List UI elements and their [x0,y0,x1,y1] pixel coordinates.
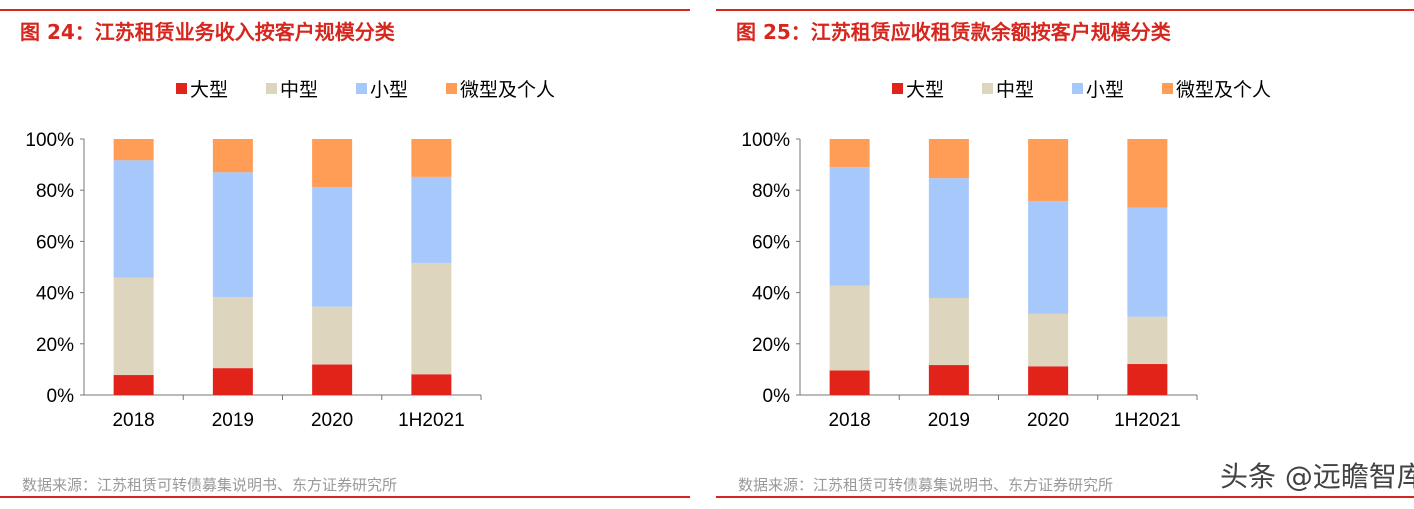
x-tick-label: 2018 [828,410,870,431]
top-divider [716,9,1414,11]
bar-segment [411,262,452,375]
legend-swatch [892,83,903,94]
watermark: 头条 @远瞻智库 [1220,460,1414,493]
legend-label: 小型 [1086,79,1124,101]
y-tick-label: 20% [36,335,74,356]
bar-segment [411,374,452,395]
x-tick-label: 2019 [928,410,970,431]
bar-segment [928,139,969,179]
bottom-divider [0,496,690,498]
stacked-bar-chart: 大型 中型 小型 微型及个人 0% 20% 40% 60% 80% 100% 2018 2019 202… [25,79,555,431]
legend-label: 中型 [280,79,318,101]
y-tick-label: 0% [47,386,75,407]
bar-segment [1127,207,1168,317]
legend-swatch [446,83,457,94]
source-note: 数据来源：江苏租赁可转债募集说明书、东方证券研究所 [22,476,398,494]
y-tick-label: 20% [752,335,790,356]
bar-segment [113,139,154,161]
x-tick-label: 1H2021 [1114,410,1181,431]
y-tick-label: 40% [36,284,74,305]
x-tick-label: 2019 [212,410,254,431]
bar-segment [1127,316,1168,365]
bar-segment [212,172,253,297]
bar-segment [928,178,969,298]
legend-label: 微型及个人 [460,79,555,101]
y-tick-label: 0% [763,386,791,407]
bar-segment [829,370,870,395]
bar-segment [928,297,969,366]
legend-label: 微型及个人 [1176,79,1271,101]
bar-segment [411,176,452,263]
bar-segment [829,167,870,286]
bar-segment [1028,313,1069,367]
legend-swatch [982,83,993,94]
legend-label: 小型 [370,79,408,101]
source-note: 数据来源：江苏租赁可转债募集说明书、东方证券研究所 [738,476,1114,494]
bar-segment [829,139,870,168]
bar-segment [411,139,452,177]
legend-swatch [356,83,367,94]
bar-segment [212,139,253,173]
x-tick-label: 1H2021 [398,410,465,431]
y-tick-label: 100% [25,130,74,151]
bar-segment [829,285,870,371]
bar-segment [1028,200,1069,314]
chart-title: 图 25：江苏租赁应收租赁款余额按客户规模分类 [736,20,1171,44]
figure-25-panel: 图 25：江苏租赁应收租赁款余额按客户规模分类 大型 中型 小型 微型及个人 0% 20%… [716,0,1414,509]
bar-segment [113,160,154,278]
bar-segment [1028,366,1069,395]
bar-segment [928,365,969,395]
legend-label: 中型 [996,79,1034,101]
legend-swatch [266,83,277,94]
legend-swatch [176,83,187,94]
bar-segment [312,187,353,307]
stacked-bar-chart: 大型 中型 小型 微型及个人 0% 20% 40% 60% 80% 100% 2018 2019 202… [741,79,1271,431]
bar-segment [312,306,353,365]
bar-segment [1028,139,1069,201]
y-tick-label: 80% [36,181,74,202]
y-tick-label: 100% [741,130,790,151]
bar-segment [312,139,353,188]
y-tick-label: 60% [752,232,790,253]
x-tick-label: 2020 [1027,410,1069,431]
legend-label: 大型 [190,79,228,101]
x-tick-label: 2020 [311,410,353,431]
legend-label: 大型 [906,79,944,101]
bottom-divider [716,496,1414,498]
chart-title: 图 24：江苏租赁业务收入按客户规模分类 [20,20,395,44]
bar-segment [113,277,154,376]
bar-segment [1127,364,1168,395]
bar-segment [312,364,353,395]
figure-24-panel: 图 24：江苏租赁业务收入按客户规模分类 大型 中型 小型 微型及个人 0% 20% 40%… [0,0,690,509]
bar-segment [113,375,154,395]
bar-segment [1127,139,1168,208]
bar-segment [212,368,253,395]
legend-swatch [1162,83,1173,94]
bar-segment [212,296,253,369]
y-tick-label: 80% [752,181,790,202]
legend-swatch [1072,83,1083,94]
y-tick-label: 40% [752,284,790,305]
x-tick-label: 2018 [112,410,154,431]
y-tick-label: 60% [36,232,74,253]
top-divider [0,9,690,11]
